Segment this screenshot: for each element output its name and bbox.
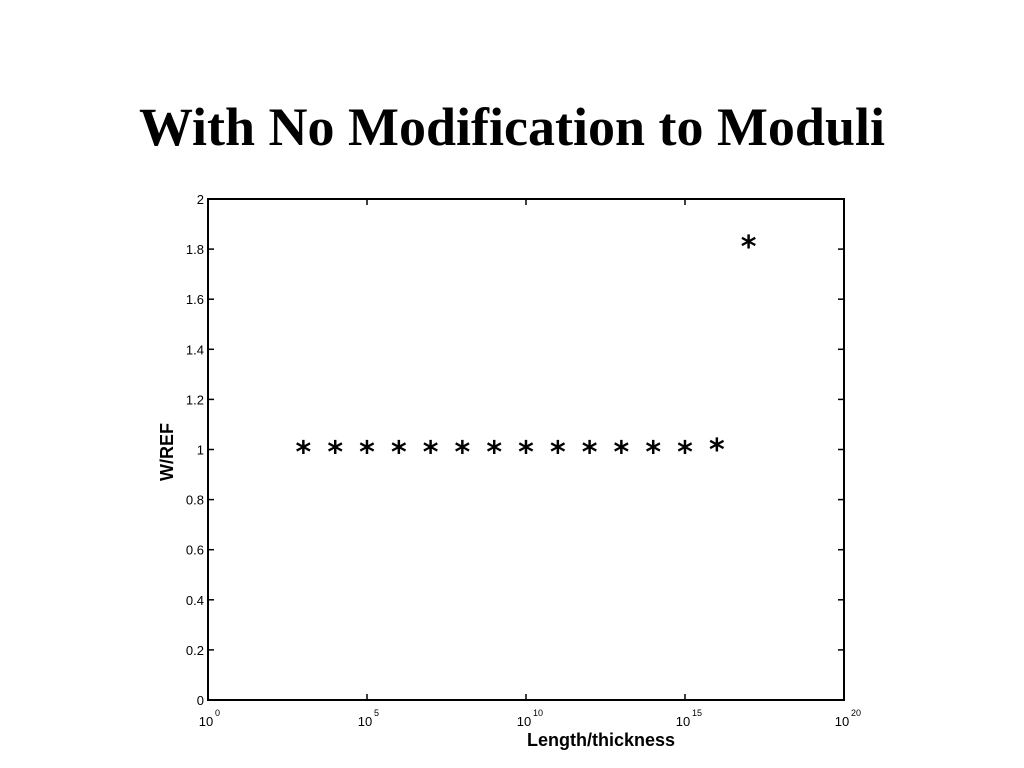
- x-tick-base: 10: [517, 714, 531, 729]
- y-tick-label: 0.6: [186, 543, 204, 558]
- y-tick-label: 1.8: [186, 242, 204, 257]
- y-tick-label: 1.2: [186, 392, 204, 407]
- y-tick-label: 1: [197, 443, 204, 458]
- x-tick-label: 100: [199, 708, 220, 729]
- data-point: *: [391, 436, 407, 471]
- data-point: *: [423, 436, 439, 471]
- x-tick-base: 10: [676, 714, 690, 729]
- y-tick-labels: 0 0.2 0.4 0.6 0.8 1 1.2 1.4 1.6 1.8 2: [186, 192, 204, 708]
- x-tick-exponent: 15: [692, 708, 702, 718]
- x-tick-base: 10: [835, 714, 849, 729]
- data-point: *: [455, 436, 471, 471]
- data-point: *: [709, 433, 725, 468]
- x-axis-label: Length/thickness: [527, 730, 675, 750]
- axis-ticks: [207, 198, 845, 701]
- data-point: *: [614, 436, 630, 471]
- y-tick-label: 0.4: [186, 593, 204, 608]
- data-point: *: [486, 436, 502, 471]
- x-tick-exponent: 0: [215, 708, 220, 718]
- data-point: *: [677, 436, 693, 471]
- data-point: *: [741, 230, 757, 265]
- data-points: * * * * * * * * * * * * * * *: [296, 230, 757, 470]
- x-tick-base: 10: [358, 714, 372, 729]
- data-point: *: [296, 436, 312, 471]
- y-axis-label: W/REF: [157, 423, 177, 481]
- data-point: *: [645, 436, 661, 471]
- y-tick-label: 1.4: [186, 342, 204, 357]
- y-tick-label: 2: [197, 192, 204, 207]
- slide-title: With No Modification to Moduli: [138, 97, 886, 157]
- x-tick-base: 10: [199, 714, 213, 729]
- data-point: *: [518, 436, 534, 471]
- data-point: *: [582, 436, 598, 471]
- data-point: *: [327, 436, 343, 471]
- y-tick-label: 1.6: [186, 292, 204, 307]
- y-tick-label: 0.8: [186, 493, 204, 508]
- x-tick-exponent: 20: [851, 708, 861, 718]
- data-point: *: [550, 436, 566, 471]
- x-tick-exponent: 10: [533, 708, 543, 718]
- y-tick-label: 0: [197, 693, 204, 708]
- x-tick-exponent: 5: [374, 708, 379, 718]
- y-tick-label: 0.2: [186, 643, 204, 658]
- x-tick-label: 105: [358, 708, 379, 729]
- data-point: *: [359, 436, 375, 471]
